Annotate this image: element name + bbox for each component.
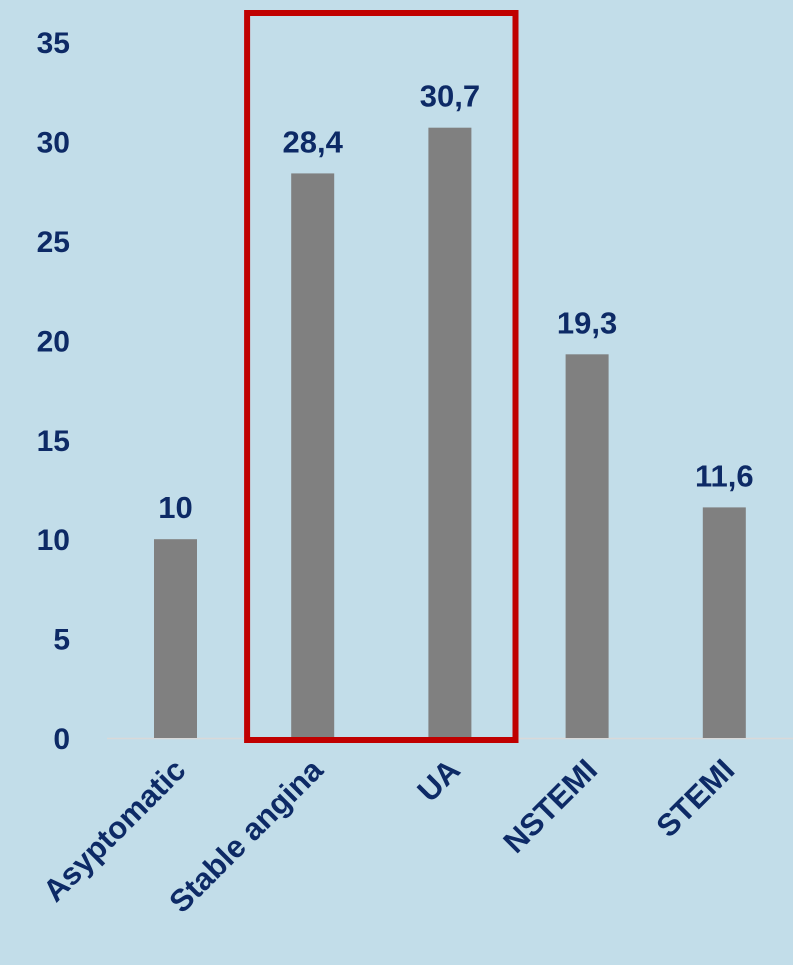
data-label: 10	[158, 490, 192, 525]
highlight-box	[244, 10, 519, 743]
highlight-layer	[244, 10, 519, 743]
y-tick-label: 25	[37, 226, 70, 259]
category-label: STEMI	[650, 752, 742, 844]
data-label: 30,7	[420, 79, 480, 114]
bar	[565, 354, 609, 738]
bar	[702, 507, 746, 738]
data-label: 19,3	[557, 305, 617, 340]
y-tick-label: 35	[37, 27, 70, 60]
bar-layer	[154, 127, 746, 738]
category-label: NSTEMI	[496, 752, 604, 860]
category-label: Asyptomatic	[36, 752, 192, 908]
data-label: 28,4	[283, 124, 344, 159]
data-label: 11,6	[695, 458, 754, 493]
y-tick-label: 15	[37, 425, 70, 458]
bar	[291, 173, 335, 738]
y-tick-label: 20	[37, 325, 70, 358]
axis-layer: 0 5 10 15 20 25 30 35	[37, 27, 793, 756]
y-tick-label: 30	[37, 127, 70, 160]
y-tick-label: 5	[53, 624, 70, 657]
bar	[154, 539, 197, 738]
category-label: UA	[410, 752, 466, 808]
y-tick-label: 0	[53, 723, 70, 756]
bar	[428, 127, 472, 738]
y-tick-label: 10	[37, 524, 70, 557]
